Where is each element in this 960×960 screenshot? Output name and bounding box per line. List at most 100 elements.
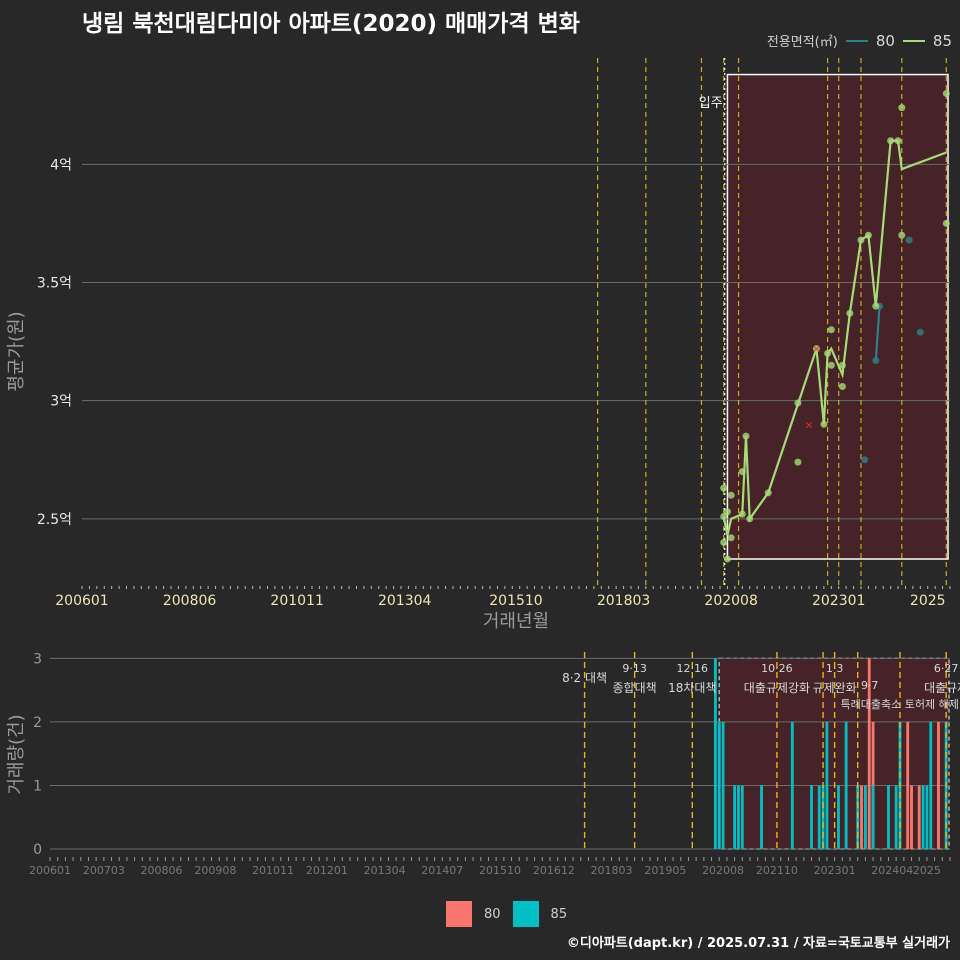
x-tick-label-bottom: 2025	[913, 864, 941, 877]
data-point-80	[916, 328, 924, 336]
y-tick-label-bottom: 1	[33, 778, 42, 794]
x-tick-label: 200601	[55, 593, 108, 609]
x-tick-label-bottom: 201905	[644, 864, 686, 877]
y-tick-label-bottom: 3	[33, 651, 42, 667]
bar-85	[740, 785, 744, 849]
data-point-85	[898, 231, 906, 239]
bar-85	[713, 658, 717, 849]
bar-85	[887, 785, 890, 849]
x-tick-label-bottom: 201304	[364, 864, 406, 877]
x-tick-label: 2025	[910, 593, 946, 609]
x-tick-label: 201011	[270, 593, 323, 609]
highlight-box	[726, 73, 949, 560]
legend-85-swatch	[902, 39, 925, 42]
bar-80	[937, 721, 940, 849]
x-tick-label-bottom: 201803	[591, 864, 633, 877]
bar-85	[737, 785, 740, 849]
legend-bar-85-label: 85	[550, 906, 568, 922]
bar-85	[817, 785, 821, 849]
x-tick-label-bottom: 200703	[83, 864, 125, 877]
x-tick-label-bottom: 202404	[871, 864, 913, 877]
legend-top: 전용면적(㎡) 80 85	[766, 31, 952, 51]
data-point-85	[838, 382, 846, 390]
x-tick-label-bottom: 202008	[702, 864, 744, 877]
data-point-85	[723, 555, 731, 563]
bar-85	[894, 785, 898, 849]
x-tick-label: 201304	[378, 593, 432, 609]
data-point-85	[942, 219, 950, 227]
data-point-85	[827, 326, 835, 334]
x-tick-label: 202301	[812, 593, 865, 609]
policy-date: 12·16	[677, 662, 709, 675]
data-point-85	[723, 508, 731, 516]
bar-80	[910, 785, 913, 849]
y-tick-label-bottom: 0	[33, 842, 42, 858]
x-tick-label: 201803	[597, 593, 650, 609]
bar-85	[844, 721, 848, 849]
y-axis-title-bottom: 거래량(건)	[6, 714, 27, 794]
bar-80	[906, 721, 910, 849]
data-point-85	[898, 104, 906, 112]
policy-date: 6·27	[934, 662, 959, 675]
x-tick-label-bottom: 202110	[756, 864, 798, 877]
data-point-80	[861, 456, 869, 464]
bar-85	[790, 721, 794, 849]
bar-80	[860, 785, 863, 849]
bar-85	[921, 785, 925, 849]
bar-80	[917, 785, 921, 849]
x-axis-title: 거래년월	[483, 611, 549, 632]
bar-85	[721, 721, 725, 849]
y-axis-title: 평균가(원)	[6, 311, 27, 391]
x-tick-label-bottom: 200806	[141, 864, 183, 877]
policy-text: 특례대출축소 토허제 해제	[841, 697, 959, 711]
policy-text: 종합대책	[613, 680, 657, 695]
bar-85	[733, 785, 737, 849]
y-tick-label: 2.5억	[37, 512, 72, 528]
series-line-80	[874, 306, 881, 361]
policy-text: 18차대책	[668, 680, 716, 695]
legend-bottom: 80 85	[446, 901, 567, 927]
outlier-mark: ×	[804, 418, 813, 431]
policy-text: 대출규제	[924, 681, 960, 695]
data-point-85	[720, 484, 728, 492]
bar-85	[825, 721, 829, 849]
legend-85-label: 85	[932, 31, 952, 50]
x-tick-label: 202008	[704, 593, 757, 609]
series-line-85	[722, 139, 947, 536]
policy-date: 10·26	[761, 662, 793, 675]
legend-80-label: 80	[875, 31, 895, 50]
policy-date: 8·2 대책	[562, 670, 607, 685]
bar-85	[929, 721, 933, 849]
legend-80-swatch	[845, 39, 868, 42]
data-point-85	[720, 538, 728, 546]
policy-date: 9·7	[861, 679, 879, 692]
data-point-85	[794, 458, 802, 466]
bar-85	[925, 785, 929, 849]
legend-bar-85-swatch	[512, 901, 539, 927]
x-tick-label-bottom: 200908	[194, 864, 236, 877]
x-tick-label-bottom: 201407	[421, 864, 463, 877]
x-tick-label-bottom: 201011	[252, 864, 294, 877]
source-caption: ©디아파트(dapt.kr) / 2025.07.31 / 자료=국토교통부 실…	[566, 936, 950, 951]
policy-text: 규제완화	[813, 681, 857, 695]
y-tick-label: 3.5억	[37, 276, 72, 292]
outlier-mark: ×	[812, 343, 821, 356]
legend-bar-80-swatch	[446, 901, 472, 927]
chart-title: 냉림 북천대림다미아 아파트(2020) 매매가격 변화	[82, 11, 580, 37]
data-point-85	[827, 361, 835, 369]
policy-text: 대출규제강화	[744, 681, 810, 695]
bar-85	[717, 721, 721, 849]
bar-80	[867, 658, 871, 849]
x-tick-label-bottom: 201201	[306, 864, 348, 877]
x-tick-label: 201510	[489, 593, 542, 609]
data-point-80	[905, 236, 913, 244]
x-tick-label-bottom: 201510	[479, 864, 521, 877]
move-in-label: 입주	[699, 96, 723, 111]
legend-title: 전용면적(㎡)	[766, 35, 838, 50]
bar-85	[863, 785, 867, 849]
bar-85	[871, 785, 875, 849]
data-point-85	[727, 491, 735, 499]
data-point-85	[727, 534, 735, 542]
bar-85	[760, 785, 763, 849]
